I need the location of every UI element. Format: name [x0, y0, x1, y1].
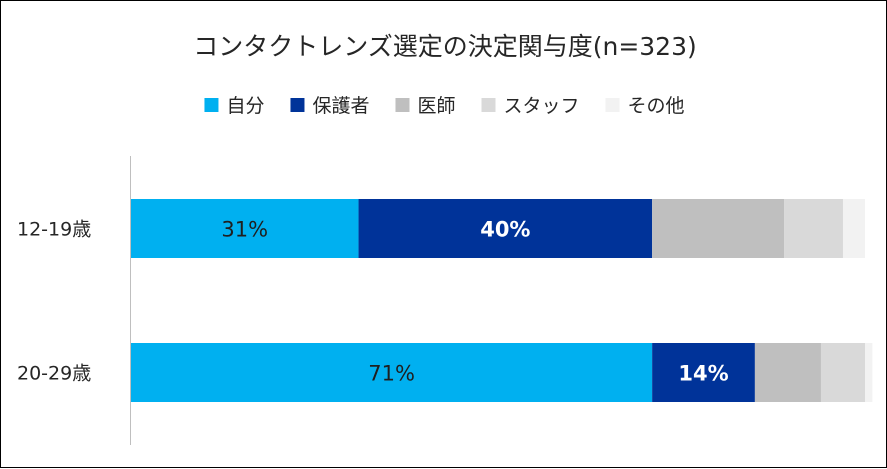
bar-segment: [652, 199, 785, 258]
data-label: 71%: [368, 362, 415, 386]
data-label: 31%: [221, 218, 268, 242]
bar-segment: [652, 343, 755, 402]
data-label: 14%: [678, 362, 728, 386]
chart-title: コンタクトレンズ選定の決定関与度(n=323): [193, 32, 697, 61]
legend-item: 医師: [395, 95, 456, 117]
legend-item: 保護者: [290, 95, 369, 117]
bar-segment: [131, 343, 653, 402]
bar-segment: [865, 343, 873, 402]
bar-segment: [358, 199, 653, 258]
legend-item: スタッフ: [481, 95, 580, 117]
legend-swatch: [481, 98, 496, 112]
category-labels: 12-19歳 20-29歳: [17, 219, 91, 385]
data-label: 40%: [480, 218, 530, 242]
legend-swatch: [395, 98, 410, 112]
legend-label: 医師: [417, 95, 455, 117]
bar-segment: [131, 199, 359, 258]
legend-item: その他: [605, 95, 685, 117]
legend-label: スタッフ: [504, 95, 580, 117]
legend-swatch: [290, 98, 305, 112]
bar-segment: [754, 343, 821, 402]
legend-item: 自分: [204, 95, 264, 117]
legend-label: 自分: [226, 95, 264, 117]
bar-segment: [820, 343, 865, 402]
category-label: 20-29歳: [17, 363, 91, 385]
bar-segment: [784, 199, 843, 258]
bar-segment: [842, 199, 865, 258]
bar-group: 31% 40% 71% 14%: [131, 199, 873, 402]
legend: 自分 保護者 医師 スタッフ その他: [204, 95, 685, 117]
legend-swatch: [605, 98, 620, 112]
legend-swatch: [204, 98, 219, 112]
category-label: 12-19歳: [17, 219, 91, 241]
legend-label: 保護者: [312, 95, 369, 117]
legend-label: その他: [628, 95, 685, 117]
